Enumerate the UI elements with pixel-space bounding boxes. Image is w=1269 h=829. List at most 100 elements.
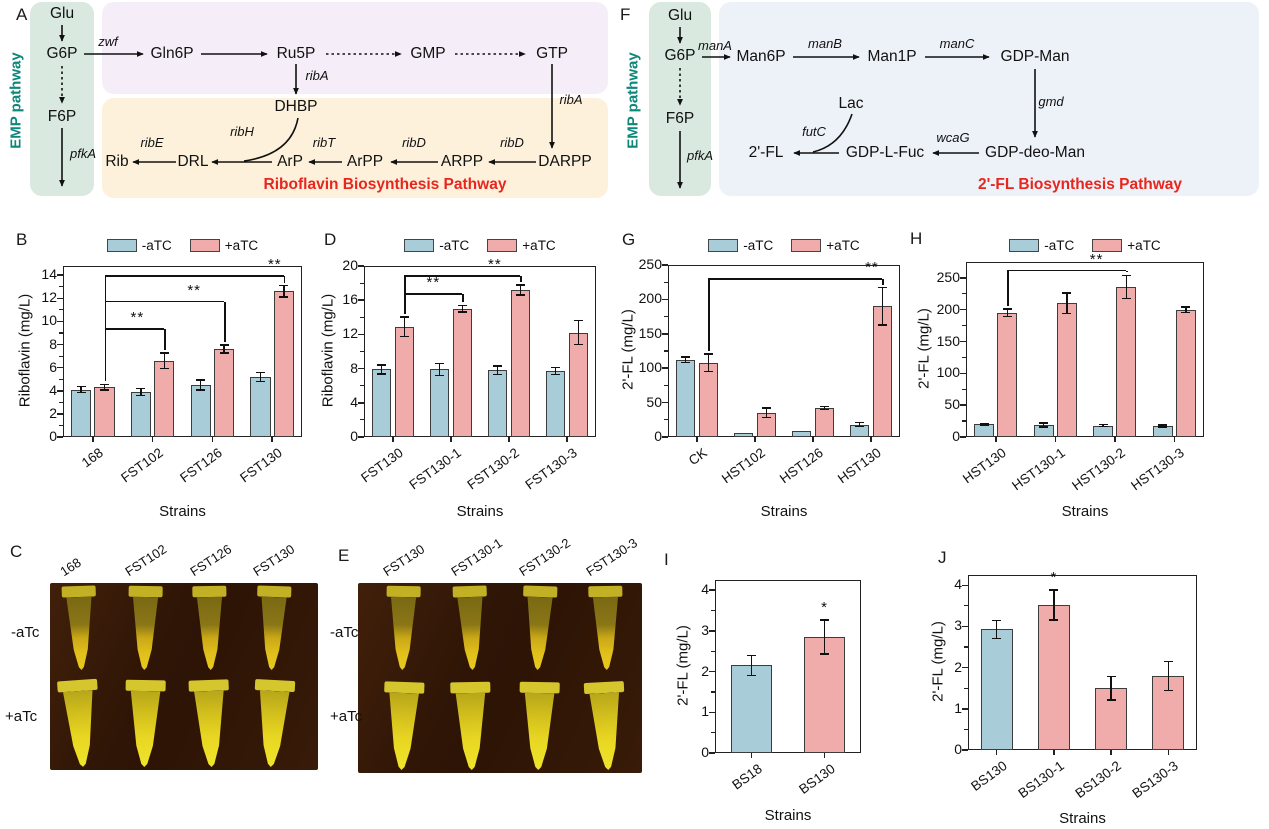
error-bar-cap [399,316,409,318]
error-bar-cap [1121,274,1131,277]
bar-BS130 [980,629,1013,750]
error-bar-cap [761,407,771,409]
node-gmp: GMP [410,45,446,62]
legend-swatch [1009,239,1040,252]
tube-photo [358,583,642,773]
error-bar-cap [255,371,265,374]
y-tick-label: 2 [701,662,709,679]
sig-bracket [104,328,165,330]
tube-cap [188,679,229,692]
tube-cap [450,681,491,694]
tube-column-label: FST130 [380,541,428,580]
enzyme-zwf: zwf [98,34,118,49]
sample-tube [521,585,558,670]
plot-area [364,266,596,437]
x-tick [812,437,814,442]
y-tick [358,333,364,336]
chart-riboflavin-strains: 0 2 4 6 8 10 12 14 168 FST102 FST126 FST130 Riboflav… [8,228,310,528]
tube-cap [192,585,227,598]
bar-FST130-+aTC [273,291,294,437]
legend-label: +aTC [826,238,860,253]
legend-swatch [708,239,739,252]
y-minor-tick [360,316,364,318]
sig-bracket [104,275,284,277]
legend-swatch [1092,239,1123,252]
error-bar [983,423,985,426]
node-gdp-man: GDP-Man [1000,48,1070,65]
y-tick [662,264,668,266]
tube-body [456,693,487,771]
y-tick [962,625,968,628]
y-tick-label: 150 [936,332,960,349]
legend: -aTC +aTC [63,238,302,253]
y-tick-label: 250 [936,268,960,285]
enzyme-ribd1: ribD [402,135,426,150]
y-tick-label: 1 [954,699,962,716]
x-tick [450,437,452,442]
y-minor-tick [964,728,968,730]
enzyme-wcag: wcaG [936,130,970,145]
legend-swatch [487,239,518,252]
sig-bracket-stem [708,279,710,351]
x-tick [750,753,753,758]
row-label: +aTc [5,708,38,725]
error-bar-cap [551,373,561,376]
node-gtp: GTP [536,45,568,62]
error-bar-cap [761,416,771,419]
y-minor-tick [962,356,966,359]
enzyme-mana: manA [698,38,732,53]
y-tick [709,670,715,673]
tube-body [589,692,623,770]
tube-body [132,597,158,670]
significance-label: * [821,598,828,616]
node-rib: Rib [105,153,129,170]
y-tick [960,404,966,406]
y-tick [57,320,63,323]
y-tick-label: 0 [350,428,358,444]
y-tick-label: 3 [701,621,709,638]
bar-FST130-2--aTC [487,370,508,437]
error-bar [858,422,861,427]
sample-tube [124,679,166,768]
enzyme-manb: manB [808,36,842,51]
tube-column-label: FST130-3 [583,535,640,580]
plot-area [715,580,861,753]
bar-FST130-3--aTC [545,371,566,437]
x-tick [995,750,998,755]
error-bar [881,287,884,325]
error-bar-cap [399,335,409,338]
sig-bracket-stem [104,276,107,382]
tube-body [63,690,98,768]
sample-tube [192,585,227,671]
y-axis-label: 2'-FL (mg/L) [619,309,637,390]
tube-cap [254,679,296,693]
bar-HST130-+aTC [997,312,1018,437]
tube-body [390,597,416,670]
y-tick [709,630,715,632]
panel-a-label: A [16,5,28,24]
node-2fl: 2'-FL [748,144,784,161]
tube-body [194,691,226,768]
node-g6p: G6P [46,45,78,62]
error-bar [1066,293,1068,314]
error-bar-cap [855,421,865,424]
sample-tube [127,585,163,671]
y-tick-label: 200 [936,300,960,317]
y-minor-tick [711,609,715,612]
y-tick-label: 2 [49,404,57,421]
x-tick [1110,750,1112,755]
ppp-box [102,2,608,94]
enzyme-ribh: ribH [230,124,254,139]
error-bar-cap [681,356,691,358]
sample-tube [251,679,296,768]
y-tick [962,584,968,587]
error-bar-cap [457,311,467,313]
bar-HST126--aTC [791,431,812,437]
y-minor-tick [59,332,63,334]
y-tick [662,401,668,404]
error-bar [259,372,262,382]
panel-h-label: H [910,229,923,248]
y-tick-label: 0 [654,428,662,444]
y-tick-label: 12 [342,325,358,342]
y-axis-label: 2'-FL (mg/L) [915,307,933,389]
